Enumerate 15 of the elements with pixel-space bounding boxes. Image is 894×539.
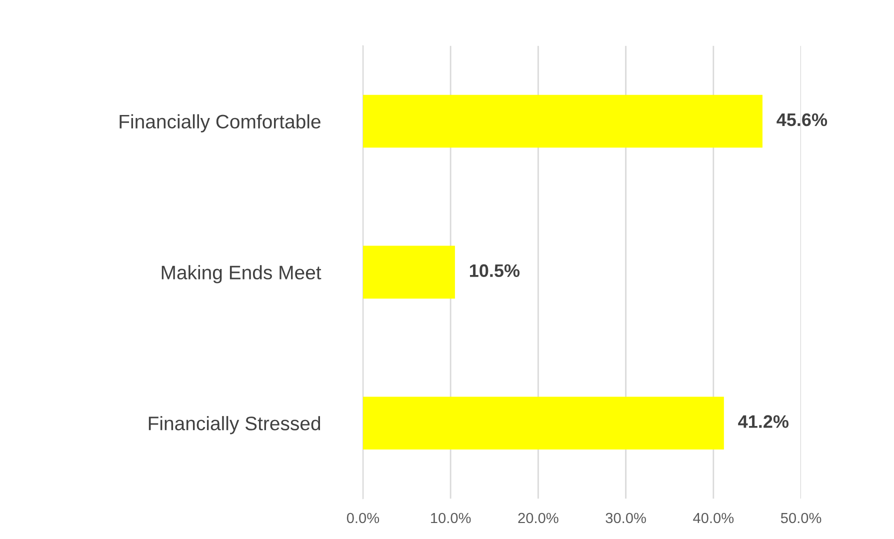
x-tick-label: 30.0%	[606, 512, 646, 524]
x-tick-label: 40.0%	[693, 512, 734, 524]
bar	[362, 246, 455, 299]
y-tick-label: Financially Comfortable	[120, 114, 320, 132]
y-tick-label: Making Ends Meet	[162, 265, 322, 284]
data-label: 45.6%	[776, 113, 828, 126]
data-label: 10.5%	[470, 264, 520, 278]
y-tick-label: Financially Stressed	[148, 416, 320, 434]
x-tick-label: 0.0%	[346, 512, 380, 524]
bar	[362, 94, 762, 148]
bar	[362, 396, 724, 450]
x-tick-label: 50.0%	[780, 512, 822, 524]
x-tick-label: 10.0%	[431, 512, 471, 524]
data-label: 41.2%	[738, 415, 789, 428]
x-tick-label: 20.0%	[518, 512, 558, 524]
